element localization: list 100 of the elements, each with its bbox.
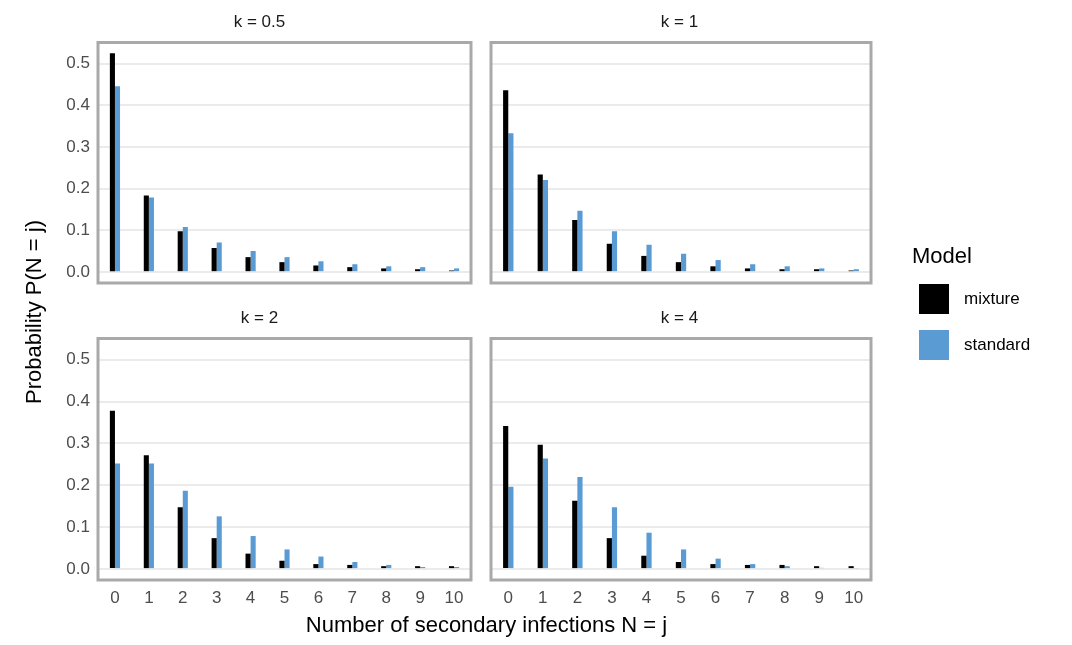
bar xyxy=(710,266,716,272)
x-tick-label: 8 xyxy=(381,587,391,607)
bar xyxy=(109,410,115,569)
bar xyxy=(577,210,583,272)
y-tick-label: 0.4 xyxy=(66,391,90,411)
bar xyxy=(646,244,652,272)
x-tick-label: 6 xyxy=(710,587,721,607)
x-tick-label: 1 xyxy=(538,587,548,607)
bar xyxy=(216,242,222,272)
x-tick-label: 3 xyxy=(211,587,222,607)
x-tick-label: 7 xyxy=(745,587,755,607)
bar xyxy=(318,556,324,569)
bar xyxy=(216,516,222,569)
bar xyxy=(710,564,716,569)
x-tick-label: 1 xyxy=(144,587,154,607)
chart-title: k = 1 xyxy=(660,11,699,31)
bar xyxy=(313,265,319,272)
y-tick-label: 0.5 xyxy=(66,349,90,369)
bar xyxy=(675,262,681,272)
x-axis-title: Number of secondary infections N = j xyxy=(304,612,669,638)
chart-title: k = 2 xyxy=(240,307,279,327)
bar xyxy=(420,267,426,272)
bar xyxy=(750,564,756,569)
x-tick-label: 2 xyxy=(178,587,188,607)
bar xyxy=(784,266,790,272)
bar xyxy=(114,86,121,272)
bar xyxy=(352,264,358,272)
bar xyxy=(681,253,687,272)
bar xyxy=(641,255,647,272)
bar xyxy=(681,549,687,569)
bar xyxy=(819,268,825,272)
bar xyxy=(143,455,149,569)
bar xyxy=(542,458,548,569)
bar xyxy=(508,133,514,272)
chart-title: k = 4 xyxy=(660,307,699,327)
bar xyxy=(537,444,543,569)
legend-title: Model xyxy=(912,243,973,269)
bar xyxy=(177,231,183,272)
bar xyxy=(454,268,460,272)
bar xyxy=(347,564,353,569)
bar xyxy=(313,564,319,569)
bar xyxy=(245,257,251,272)
bar xyxy=(284,257,290,272)
bar xyxy=(508,486,514,569)
bar xyxy=(646,532,652,569)
x-tick-label: 6 xyxy=(313,587,324,607)
legend-label: mixture xyxy=(964,289,1020,309)
bar xyxy=(572,500,578,569)
y-tick-label: 0.3 xyxy=(66,433,90,453)
x-tick-label: 2 xyxy=(572,587,583,607)
bar xyxy=(352,562,358,569)
bar xyxy=(779,564,785,569)
x-tick-label: 5 xyxy=(676,587,686,607)
bar xyxy=(386,564,392,569)
bar xyxy=(572,220,578,272)
x-tick-label: 0 xyxy=(110,587,120,607)
x-tick-label: 4 xyxy=(641,587,652,607)
x-tick-label: 3 xyxy=(607,587,617,607)
legend-label: standard xyxy=(964,335,1031,355)
bar xyxy=(537,174,543,272)
x-tick-label: 7 xyxy=(347,587,358,607)
bar xyxy=(750,264,756,272)
bar xyxy=(245,553,251,569)
bar xyxy=(715,558,721,569)
x-tick-label: 0 xyxy=(503,587,514,607)
bar xyxy=(503,90,509,272)
y-tick-label: 0.0 xyxy=(66,558,90,578)
bar xyxy=(577,477,583,569)
bar xyxy=(386,266,392,272)
y-tick-label: 0.3 xyxy=(66,136,90,156)
y-tick-label: 0.1 xyxy=(66,516,90,536)
bar xyxy=(503,425,509,569)
y-axis-title: Probability P(N = j) xyxy=(21,219,47,405)
bar xyxy=(318,261,324,272)
y-tick-label: 0.4 xyxy=(66,95,90,115)
bar xyxy=(641,555,647,569)
bar xyxy=(381,268,387,272)
bar xyxy=(177,507,183,569)
bar xyxy=(611,507,618,569)
bar xyxy=(675,562,681,569)
bar xyxy=(148,463,154,569)
x-tick-label: 9 xyxy=(814,587,824,607)
bar xyxy=(542,180,548,272)
bar xyxy=(279,262,285,272)
bar xyxy=(250,250,256,272)
bar xyxy=(611,231,618,272)
bar xyxy=(606,538,612,569)
x-tick-label: 10 xyxy=(844,587,864,607)
y-tick-label: 0.0 xyxy=(66,261,90,281)
bar xyxy=(284,549,290,569)
bar xyxy=(279,560,285,569)
bar xyxy=(143,195,149,272)
bar xyxy=(211,538,217,569)
y-tick-label: 0.1 xyxy=(66,220,90,240)
bar xyxy=(250,536,256,569)
bar xyxy=(606,243,612,272)
x-tick-label: 9 xyxy=(415,587,425,607)
y-tick-label: 0.2 xyxy=(66,475,90,495)
bar xyxy=(347,267,353,272)
bar xyxy=(715,260,721,272)
